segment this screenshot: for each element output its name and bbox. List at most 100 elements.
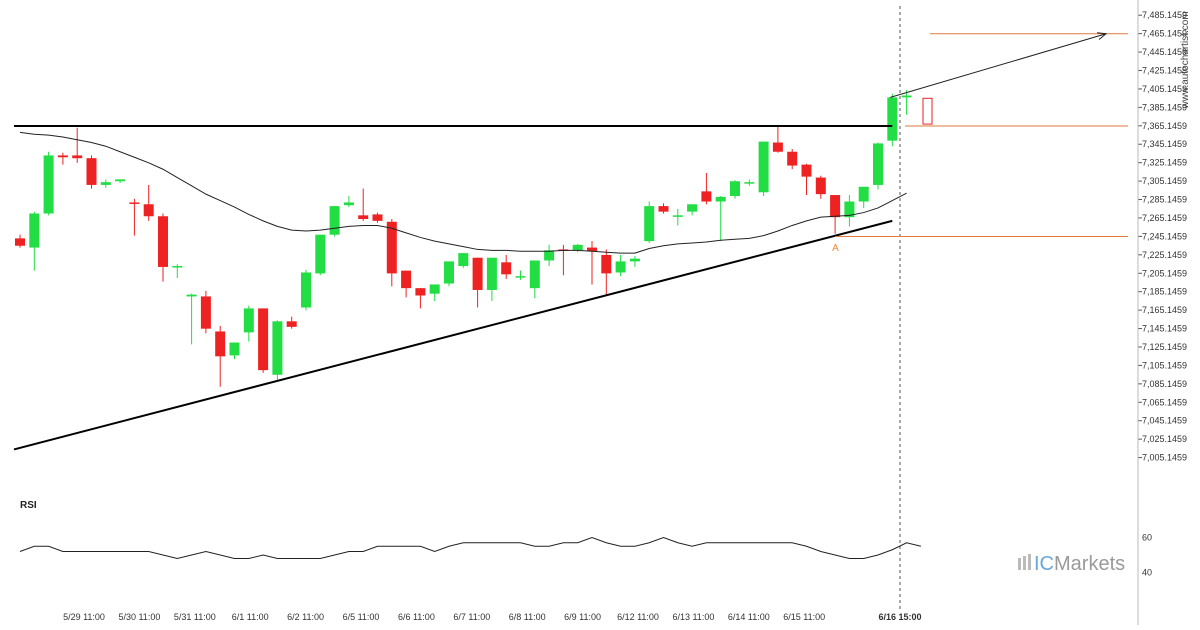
candle-body (830, 195, 841, 218)
rsi-line (19, 536, 922, 560)
time-tick-label: 6/15 11:00 (783, 612, 825, 622)
rsi-panel: RSI 60 40 (19, 500, 1152, 578)
time-axis: 5/29 11:00 5/30 11:00 5/31 11:00 6/1 11:00 6… (63, 612, 921, 622)
candle-body (844, 201, 855, 218)
candle-body (286, 321, 297, 327)
candle-body (15, 238, 25, 246)
price-tick-label: 7,325.1459 (1142, 158, 1187, 168)
candle-body (315, 234, 326, 274)
candle-body (544, 250, 555, 261)
brand-prefix: IC (1034, 553, 1054, 575)
candle-body (515, 276, 526, 278)
candle-body (601, 254, 612, 274)
candle-body (615, 261, 626, 273)
price-tick-label: 7,225.1459 (1142, 250, 1187, 260)
rsi-title: RSI (20, 500, 37, 511)
candle-body (229, 342, 240, 356)
candle-body (758, 141, 769, 193)
time-tick-label: 6/16 15:00 (878, 612, 921, 622)
candle-body (329, 206, 340, 235)
candle-body (129, 202, 140, 204)
watermark-text: www.autochartist.com (1180, 11, 1191, 109)
candle-body (787, 151, 798, 166)
rsi-tick-label: 40 (1142, 568, 1152, 578)
candle-body (401, 270, 412, 289)
candle-body (200, 296, 211, 329)
candle-body (715, 196, 726, 202)
time-tick-label: 5/30 11:00 (118, 612, 160, 622)
candle-body (873, 143, 883, 185)
price-tick-label: 7,145.1459 (1142, 324, 1187, 334)
candle-body (672, 215, 683, 217)
candle-body (186, 294, 197, 297)
price-tick-label: 7,465.1459 (1142, 29, 1187, 39)
candle-body (644, 206, 655, 242)
price-tick-label: 7,365.1459 (1142, 121, 1187, 131)
time-tick-label: 6/1 11:00 (232, 612, 269, 622)
overlay-lines: A (13, 6, 1128, 610)
price-tick-label: 7,445.1459 (1142, 47, 1187, 57)
time-tick-label: 6/8 11:00 (509, 612, 546, 622)
candle-body (72, 155, 83, 159)
svg-text:ICMarkets: ICMarkets (1034, 553, 1125, 575)
price-tick-label: 7,305.1459 (1142, 176, 1187, 186)
candle-body (343, 202, 354, 206)
time-tick-label: 6/12 11:00 (617, 612, 659, 622)
brand-logo: ICMarkets (1018, 553, 1125, 575)
candle-body (887, 97, 898, 141)
time-tick-label: 5/29 11:00 (63, 612, 105, 622)
candle-body (572, 244, 583, 251)
candle-body (772, 142, 783, 152)
candle-body (587, 247, 597, 252)
candle-body (658, 206, 669, 212)
time-tick-label: 6/14 11:00 (728, 612, 770, 622)
candle-body (730, 181, 740, 196)
price-tick-label: 7,345.1459 (1142, 139, 1187, 149)
price-tick-label: 7,285.1459 (1142, 195, 1187, 205)
target-zone-box (922, 97, 933, 125)
candle-body (815, 177, 826, 195)
candle-body (901, 95, 912, 98)
candle-body (858, 186, 869, 202)
candle-body (301, 272, 311, 308)
support-line (13, 219, 893, 451)
candle-body (529, 260, 540, 289)
candle-body (486, 257, 497, 290)
price-tick-label: 7,485.1459 (1142, 10, 1187, 20)
candle-body (701, 191, 712, 202)
candle-body (100, 182, 111, 185)
price-tick-label: 7,105.1459 (1142, 360, 1187, 370)
candle-body (386, 221, 397, 274)
price-tick-label: 7,185.1459 (1142, 287, 1187, 297)
candle-body (687, 204, 698, 212)
price-tick-label: 7,165.1459 (1142, 305, 1187, 315)
price-tick-label: 7,245.1459 (1142, 231, 1187, 241)
price-tick-label: 7,265.1459 (1142, 213, 1187, 223)
price-tick-label: 7,005.1459 (1142, 453, 1187, 463)
candle-body (143, 204, 154, 217)
candle-body (429, 284, 440, 294)
candle-body (172, 266, 183, 268)
candle-body (258, 308, 269, 371)
candle-body (43, 155, 54, 214)
price-tick-label: 7,205.1459 (1142, 268, 1187, 278)
time-tick-label: 6/7 11:00 (453, 612, 490, 622)
time-tick-label: 5/31 11:00 (174, 612, 216, 622)
candle-body (444, 261, 454, 284)
candle-body (458, 253, 469, 267)
price-tick-label: 7,045.1459 (1142, 416, 1187, 426)
candle-body (57, 155, 68, 158)
candle-body (358, 215, 369, 220)
time-tick-label: 6/13 11:00 (672, 612, 714, 622)
candle-body (115, 179, 126, 182)
candle-body (472, 257, 483, 290)
time-tick-label: 6/9 11:00 (564, 612, 601, 622)
candle-body (501, 262, 512, 275)
time-tick-label: 6/5 11:00 (343, 612, 380, 622)
pattern-point-label: A (832, 243, 839, 254)
time-tick-label: 6/2 11:00 (287, 612, 324, 622)
price-tick-label: 7,405.1459 (1142, 84, 1187, 94)
candle-body (744, 182, 755, 184)
price-axis: 7,485.1459 7,465.1459 7,445.1459 7,425.1459… (1137, 0, 1187, 625)
